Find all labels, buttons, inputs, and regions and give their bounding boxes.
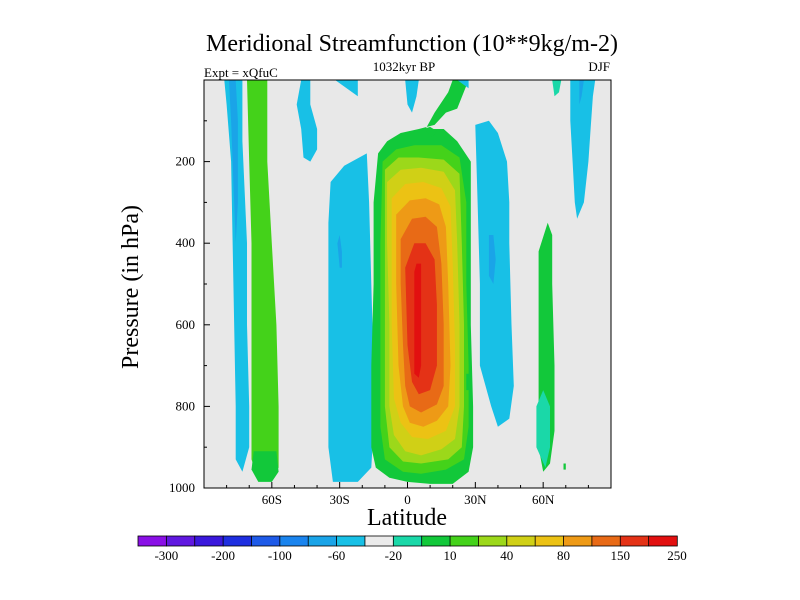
contour-region-0: [224, 80, 250, 472]
contour-region-19: [405, 80, 419, 113]
x-tick-label: 60S: [262, 492, 282, 507]
colorbar-swatch: [648, 535, 678, 547]
x-tick-label: 30S: [330, 492, 350, 507]
colorbar-swatch: [619, 535, 650, 547]
colorbar-label: 150: [611, 548, 631, 563]
colorbar-labels: -300 -200 -100 -60 -20 10 40 80 150 250: [154, 548, 686, 563]
colorbar-label: -300: [154, 548, 178, 563]
contour-region-16: [414, 263, 422, 378]
colorbar-swatch: [137, 535, 168, 547]
colorbar-swatch: [364, 535, 395, 547]
colorbar-swatch: [251, 535, 281, 547]
x-axis-ticks: 60S 30S 0 30N 60N: [226, 482, 589, 507]
colorbar-swatch: [222, 535, 253, 547]
colorbar-swatch: [421, 535, 451, 547]
contour-region-1: [228, 80, 238, 244]
contour-region-3: [251, 451, 279, 482]
contour-region-26: [570, 80, 596, 219]
subtitle-right: DJF: [588, 59, 610, 74]
contour-region-27: [579, 80, 584, 105]
colorbar-swatch: [307, 535, 338, 547]
colorbar-swatch: [534, 535, 565, 547]
contour-region-21: [475, 120, 514, 427]
y-axis-ticks: 200 400 600 800 1000: [169, 120, 210, 495]
colorbar-swatch: [336, 535, 366, 547]
colorbar-swatch: [478, 535, 508, 547]
subtitle-left: Expt = xQfuC: [204, 65, 278, 80]
colorbar-swatch: [392, 535, 423, 547]
y-tick-label: 200: [176, 154, 196, 169]
colorbar-label: -100: [268, 548, 292, 563]
contour-region-17: [423, 126, 437, 138]
y-tick-label: 800: [176, 398, 196, 413]
colorbar-swatch: [591, 535, 621, 547]
colorbar-swatch: [449, 535, 480, 547]
colorbar-label: 40: [500, 548, 513, 563]
contour-region-5: [335, 80, 358, 97]
colorbar-label: -200: [211, 548, 235, 563]
x-tick-label: 30N: [464, 492, 487, 507]
colorbar-swatch: [165, 535, 196, 547]
colorbar-swatch: [194, 535, 224, 547]
x-tick-label: 60N: [532, 492, 555, 507]
colorbar-label: 10: [444, 548, 457, 563]
contour-region-7: [337, 235, 342, 268]
colorbar: [137, 535, 678, 547]
contour-region-25: [563, 463, 566, 470]
y-tick-label: 600: [176, 317, 196, 332]
contour-region-24: [536, 390, 550, 468]
x-tick-label: 0: [404, 492, 411, 507]
chart-title: Meridional Streamfunction (10**9kg/m-2): [206, 31, 618, 57]
contour-fills: [224, 80, 596, 484]
colorbar-swatch: [279, 535, 309, 547]
x-axis-label: Latitude: [367, 505, 447, 531]
y-tick-label: 400: [176, 235, 196, 250]
y-axis-label: Pressure (in hPa): [118, 205, 144, 369]
contour-region-22: [488, 235, 496, 284]
colorbar-label: -20: [385, 548, 402, 563]
contour-region-6: [328, 153, 374, 482]
colorbar-label: -60: [328, 548, 345, 563]
plot-area: 60S 30S 0 30N 60N 200 400 600 800 1000: [169, 79, 612, 507]
y-tick-label: 1000: [169, 480, 195, 495]
contour-region-28: [552, 80, 562, 97]
subtitle-center: 1032kyr BP: [373, 59, 435, 74]
colorbar-swatch: [563, 535, 593, 547]
colorbar-label: 250: [667, 548, 687, 563]
contour-region-2: [247, 80, 279, 480]
colorbar-swatch: [506, 535, 536, 547]
colorbar-label: 80: [557, 548, 570, 563]
contour-region-4: [296, 80, 318, 162]
contour-region-18: [466, 373, 471, 391]
contour-region-20: [457, 80, 469, 89]
